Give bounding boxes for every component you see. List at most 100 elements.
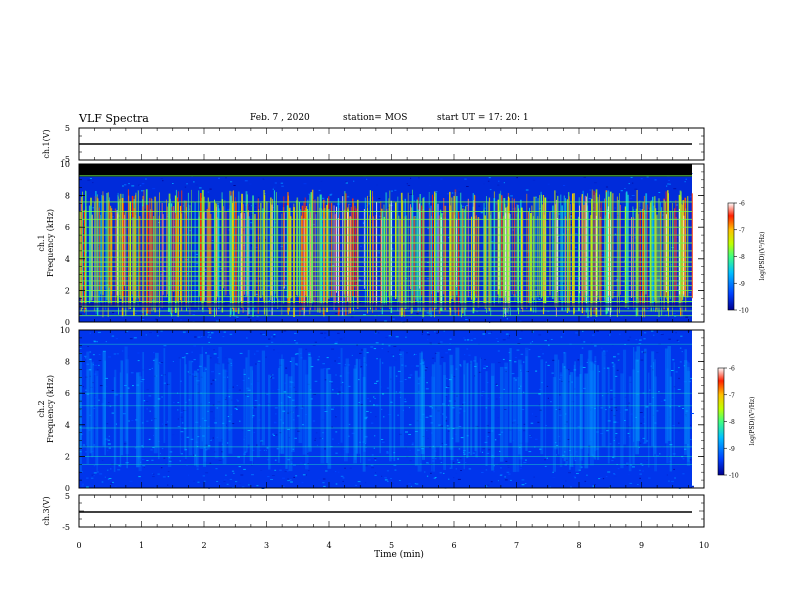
spectral-speckle xyxy=(458,191,461,193)
spectral-speckle xyxy=(565,421,568,423)
spectral-speckle xyxy=(155,427,158,429)
spectral-speckle xyxy=(228,429,231,431)
spectral-speckle xyxy=(583,387,586,389)
spectral-speckle xyxy=(564,451,566,453)
spectral-speckle xyxy=(250,383,253,385)
spectral-speckle xyxy=(370,411,372,413)
faint-streak xyxy=(673,362,675,457)
spectral-speckle xyxy=(272,336,276,338)
spectral-speckle xyxy=(652,369,654,371)
spectral-speckle xyxy=(123,443,127,445)
spectral-speckle xyxy=(373,292,375,294)
sferic-streak xyxy=(632,206,634,297)
sferic-spike xyxy=(142,206,144,312)
spectral-speckle xyxy=(507,337,510,339)
spectral-speckle xyxy=(541,307,544,309)
sferic-streak xyxy=(518,208,520,315)
faint-streak xyxy=(439,364,442,460)
spectral-speckle xyxy=(573,347,575,349)
spectral-speckle xyxy=(474,454,477,456)
spectral-speckle xyxy=(496,384,498,386)
spectral-speckle xyxy=(374,458,377,459)
spectral-speckle xyxy=(290,411,293,413)
spectral-speckle xyxy=(107,478,110,480)
spectral-speckle xyxy=(250,205,252,207)
spectral-speckle xyxy=(497,350,500,352)
sferic-streak xyxy=(687,196,689,298)
spectral-speckle xyxy=(447,193,450,195)
spectral-speckle xyxy=(195,441,199,443)
spectral-speckle xyxy=(541,384,544,386)
spectral-speckle xyxy=(675,332,677,334)
colorbar-tick-label: -8 xyxy=(729,419,735,426)
spectral-speckle xyxy=(168,457,170,459)
sferic-streak xyxy=(681,204,683,317)
spectral-speckle xyxy=(148,369,151,370)
spectral-speckle xyxy=(565,459,568,461)
spectral-speckle xyxy=(88,369,92,371)
spectral-speckle xyxy=(555,409,557,410)
spectral-speckle xyxy=(374,382,377,384)
faint-streak xyxy=(687,362,690,458)
sferic-streak xyxy=(154,196,156,313)
spectral-speckle xyxy=(143,466,145,468)
spectral-speckle xyxy=(497,417,500,419)
sferic-streak xyxy=(398,215,400,302)
sferic-streak xyxy=(189,205,191,315)
spectral-speckle xyxy=(487,397,489,399)
spectral-speckle xyxy=(476,311,478,313)
spectral-speckle xyxy=(656,410,659,412)
spectral-speckle xyxy=(562,233,565,235)
spectral-speckle xyxy=(645,406,649,408)
spectral-speckle xyxy=(521,484,525,486)
spectral-speckle xyxy=(366,352,369,354)
spectral-speckle xyxy=(542,353,544,355)
faint-streak xyxy=(463,374,465,470)
spectral-speckle xyxy=(213,349,215,351)
sferic-streak xyxy=(348,216,349,302)
sferic-streak xyxy=(572,193,574,307)
spectral-speckle xyxy=(364,450,366,452)
spectral-speckle xyxy=(137,352,140,354)
ytick-label: 8 xyxy=(65,192,70,201)
spectral-speckle xyxy=(178,239,181,241)
spectral-speckle xyxy=(414,454,416,456)
spectral-speckle xyxy=(339,338,343,340)
sferic-streak xyxy=(194,202,196,308)
spectral-speckle xyxy=(341,392,344,394)
spectral-speckle xyxy=(354,448,358,450)
ytick-label: 0 xyxy=(65,318,70,327)
spectral-speckle xyxy=(540,348,542,350)
faint-streak xyxy=(261,350,265,446)
spectral-speckle xyxy=(483,183,485,185)
spectral-speckle xyxy=(256,281,259,283)
spectral-speckle xyxy=(232,386,234,388)
spectral-speckle xyxy=(549,486,551,488)
spectral-speckle xyxy=(464,354,466,356)
spectral-speckle xyxy=(688,418,691,420)
faint-streak xyxy=(353,368,357,464)
spectral-speckle xyxy=(636,394,639,395)
spectral-speckle xyxy=(392,318,395,320)
spectral-speckle xyxy=(110,482,113,484)
spectral-speckle xyxy=(690,378,692,379)
spectral-speckle xyxy=(614,375,618,377)
sferic-streak xyxy=(254,213,256,297)
spectral-speckle xyxy=(417,449,420,451)
spectral-speckle xyxy=(337,456,340,458)
faint-streak xyxy=(584,373,589,469)
spectral-speckle xyxy=(289,361,292,362)
spectral-speckle xyxy=(307,463,309,464)
spectral-speckle xyxy=(253,425,255,427)
spectral-speckle xyxy=(290,459,293,461)
spectral-speckle xyxy=(209,462,212,464)
xtick-label: 4 xyxy=(326,541,331,550)
sferic-streak xyxy=(288,208,290,312)
sferic-streak xyxy=(143,189,145,310)
sferic-streak xyxy=(198,216,200,297)
sferic-spike xyxy=(440,217,442,308)
spectral-speckle xyxy=(393,464,397,466)
spectral-speckle xyxy=(361,408,364,410)
faint-streak xyxy=(463,360,466,456)
spectral-speckle xyxy=(370,346,374,348)
